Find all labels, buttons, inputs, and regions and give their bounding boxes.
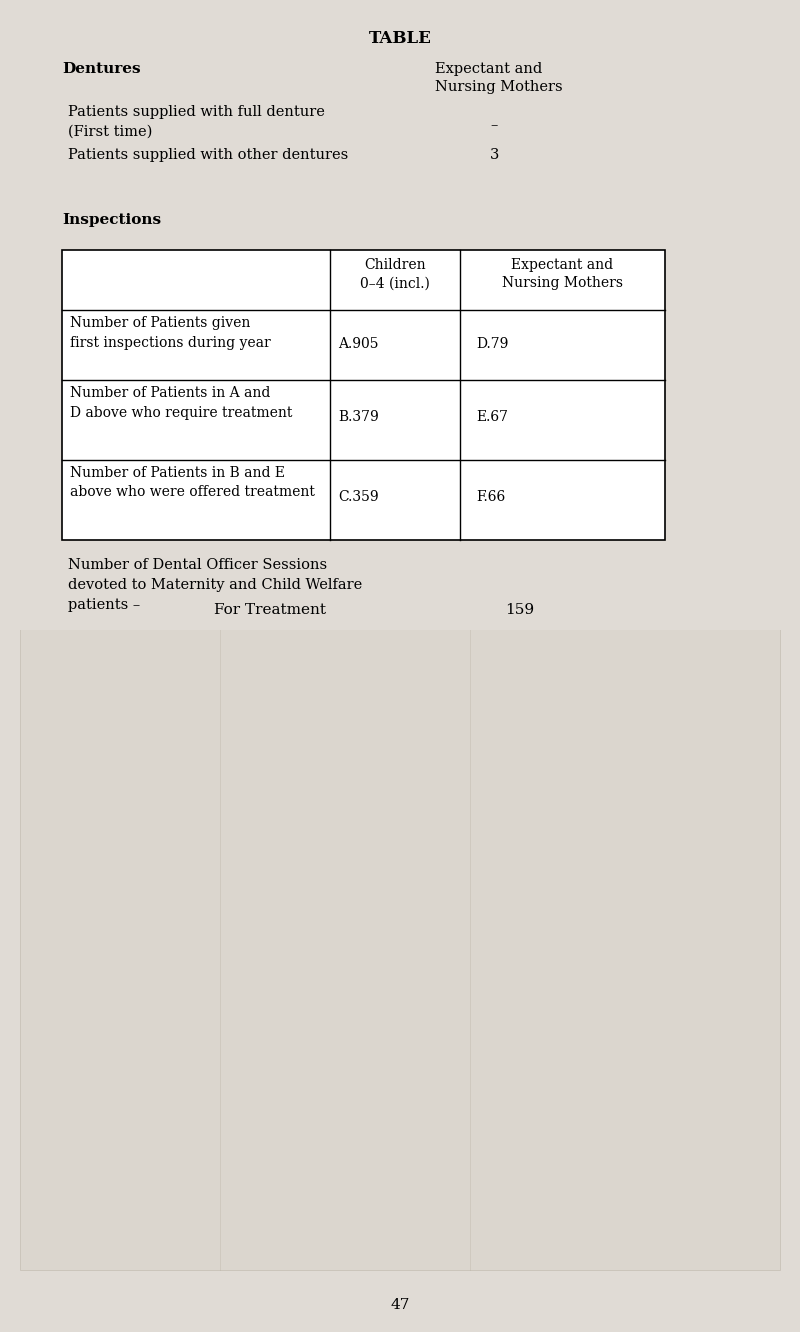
Text: B.379: B.379 (338, 410, 378, 424)
Text: 3: 3 (490, 148, 499, 163)
Text: Expectant and
Nursing Mothers: Expectant and Nursing Mothers (435, 63, 562, 95)
Text: Patients supplied with other dentures: Patients supplied with other dentures (68, 148, 348, 163)
Bar (0, 0, 800, 630)
Text: Number of Patients in B and E
above who were offered treatment: Number of Patients in B and E above who … (70, 466, 315, 500)
Text: F.66: F.66 (476, 490, 506, 503)
Text: –: – (490, 119, 498, 132)
Text: For Treatment: For Treatment (214, 603, 326, 617)
Text: Inspections: Inspections (62, 213, 161, 226)
Text: C.359: C.359 (338, 490, 378, 503)
Text: 47: 47 (390, 1297, 410, 1312)
Text: Children
0–4 (incl.): Children 0–4 (incl.) (360, 258, 430, 290)
Text: Number of Patients given
first inspections during year: Number of Patients given first inspectio… (70, 316, 270, 349)
Text: Dentures: Dentures (62, 63, 141, 76)
Text: devoted to Maternity and Child Welfare: devoted to Maternity and Child Welfare (68, 578, 362, 591)
Text: Expectant and
Nursing Mothers: Expectant and Nursing Mothers (502, 258, 623, 290)
Text: E.67: E.67 (476, 410, 508, 424)
Text: D.79: D.79 (476, 337, 508, 352)
Text: A.905: A.905 (338, 337, 378, 352)
Text: patients –: patients – (68, 598, 140, 611)
Bar (62, 250, 665, 539)
Text: Number of Patients in A and
D above who require treatment: Number of Patients in A and D above who … (70, 386, 292, 420)
Text: Number of Dental Officer Sessions: Number of Dental Officer Sessions (68, 558, 327, 571)
Text: 159: 159 (506, 603, 534, 617)
Bar (20, 590, 780, 1269)
Text: Patients supplied with full denture
(First time): Patients supplied with full denture (Fir… (68, 105, 325, 139)
Text: TABLE: TABLE (369, 31, 431, 47)
